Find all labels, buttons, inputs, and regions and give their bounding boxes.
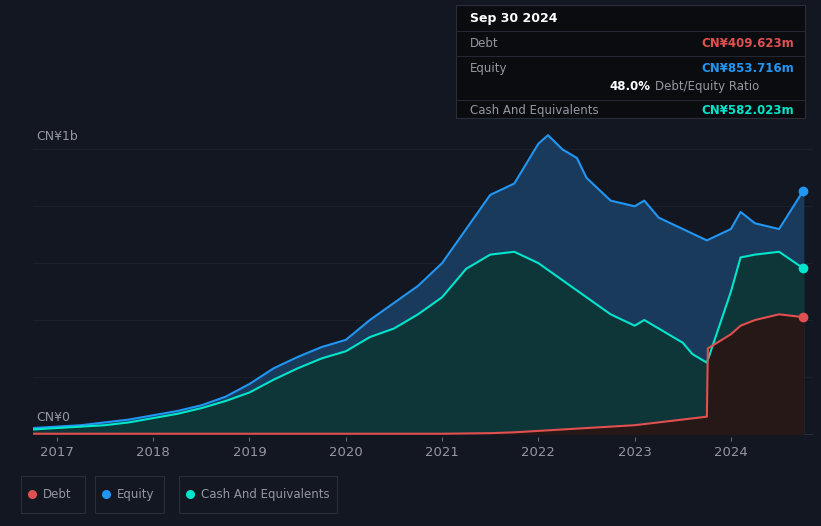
Text: Equity: Equity [117,488,154,501]
Text: Equity: Equity [470,62,507,75]
Text: CN¥409.623m: CN¥409.623m [701,37,794,50]
Text: CN¥853.716m: CN¥853.716m [701,62,794,75]
Text: Sep 30 2024: Sep 30 2024 [470,12,557,25]
Text: CN¥1b: CN¥1b [37,130,79,144]
Text: CN¥582.023m: CN¥582.023m [701,104,794,117]
Text: Debt: Debt [43,488,71,501]
Text: Cash And Equivalents: Cash And Equivalents [470,104,599,117]
FancyBboxPatch shape [179,476,337,513]
FancyBboxPatch shape [95,476,164,513]
Text: CN¥0: CN¥0 [37,411,71,424]
Text: Debt/Equity Ratio: Debt/Equity Ratio [654,80,759,93]
FancyBboxPatch shape [21,476,85,513]
Text: 48.0%: 48.0% [609,80,650,93]
Text: Debt: Debt [470,37,498,50]
Text: Cash And Equivalents: Cash And Equivalents [200,488,329,501]
